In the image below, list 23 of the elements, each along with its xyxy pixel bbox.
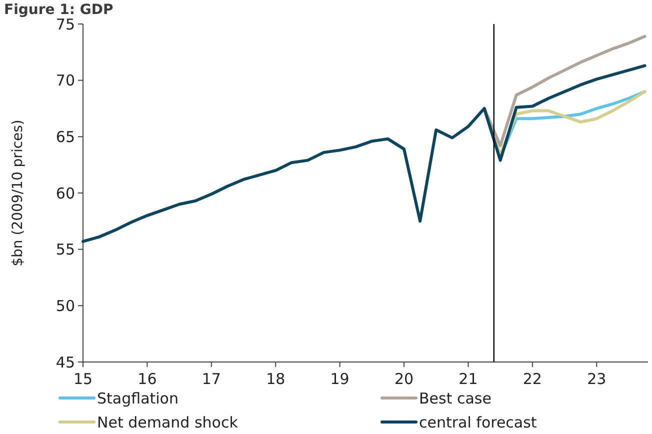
y-tick-label: 60: [56, 184, 75, 202]
y-axis-title: $bn (2009/10 prices): [10, 120, 26, 266]
y-tick-label: 45: [56, 353, 75, 372]
x-tick-label: 17: [202, 370, 221, 388]
x-tick-label: 23: [587, 370, 606, 388]
x-tick-label: 22: [522, 370, 542, 388]
legend-label: Stagflation: [97, 389, 178, 408]
x-tick-label: 15: [73, 370, 93, 388]
y-tick-label: 55: [56, 240, 75, 259]
line-series: [82, 64, 646, 243]
chart-title: Figure 1: GDP: [4, 2, 114, 18]
y-tick-label: 70: [56, 72, 75, 90]
legend-label: central forecast: [419, 413, 537, 432]
y-tick-label: 75: [56, 15, 75, 34]
x-tick-label: 16: [138, 370, 157, 388]
x-tick-label: 21: [458, 370, 478, 388]
x-tick-label: 20: [394, 370, 414, 388]
y-tick-label: 65: [56, 128, 75, 146]
x-tick-label: 18: [266, 370, 286, 388]
legend-label: Net demand shock: [97, 413, 238, 432]
x-tick-label: 19: [330, 370, 350, 388]
legend-label: Best case: [419, 389, 492, 408]
y-tick-label: 50: [56, 296, 75, 315]
